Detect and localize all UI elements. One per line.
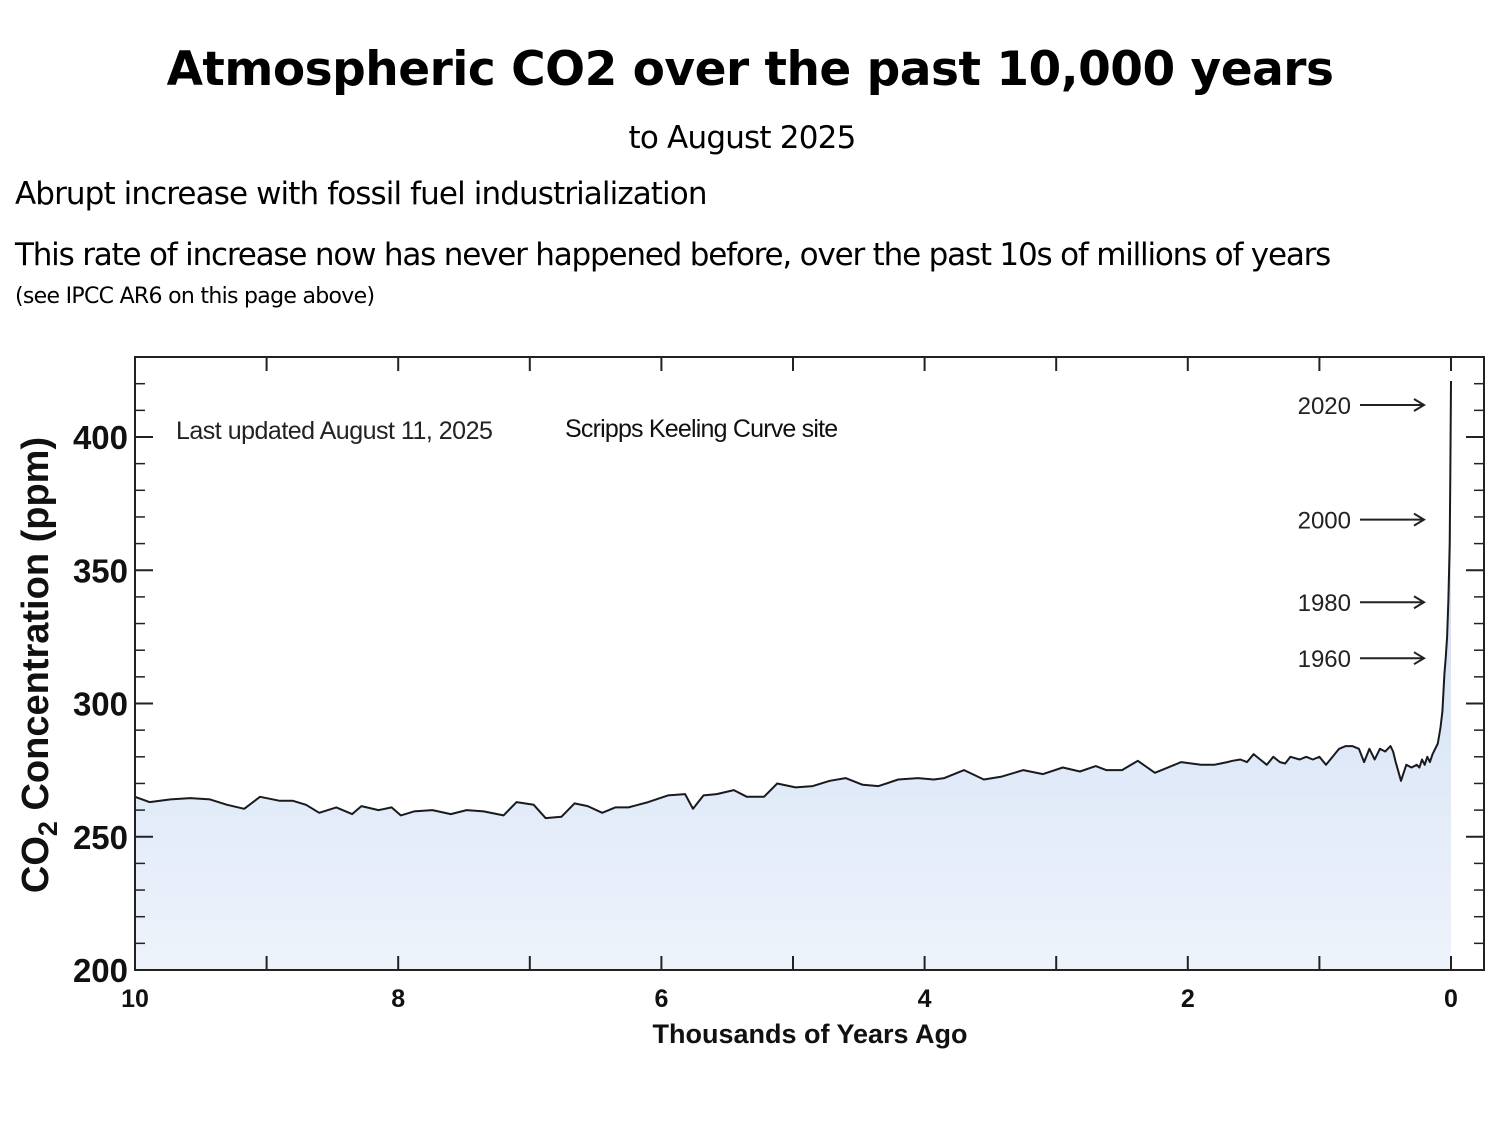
y-tick-label: 250 (73, 819, 128, 856)
year-marker-label: 2000 (1298, 508, 1351, 535)
x-tick-label: 6 (654, 985, 668, 1013)
arrow-right-icon (1413, 398, 1426, 412)
y-tick-label: 400 (73, 419, 128, 456)
last-updated-annotation: Last updated August 11, 2025 (176, 417, 492, 445)
y-tick-label: 200 (73, 952, 128, 989)
x-tick-label: 10 (121, 985, 149, 1013)
x-tick-label: 2 (1181, 985, 1195, 1013)
year-marker-2020: 2020 (1298, 393, 1426, 420)
note-abrupt-increase: Abrupt increase with fossil fuel industr… (15, 176, 707, 212)
x-tick-label: 0 (1444, 985, 1458, 1013)
page-title: Atmospheric CO2 over the past 10,000 yea… (166, 42, 1334, 97)
arrow-right-icon (1413, 595, 1426, 610)
note-ipcc-reference: (see IPCC AR6 on this page above) (15, 284, 375, 309)
year-markers: 2020 2000 1980 1960 (1298, 393, 1426, 673)
x-tick-label: 8 (391, 985, 405, 1013)
arrow-right-icon (1413, 512, 1426, 527)
y-axis-label: CO2 Concentration (ppm) (15, 437, 63, 893)
year-marker-label: 1960 (1298, 646, 1351, 673)
year-marker-1980: 1980 (1298, 590, 1426, 617)
year-marker-label: 2020 (1298, 393, 1351, 420)
page-subtitle: to August 2025 (628, 120, 856, 156)
co2-series-line (134, 380, 1452, 820)
plot-frame (134, 356, 1485, 971)
arrow-right-icon (1413, 651, 1426, 666)
axis-tick-labels: 10 8 6 4 2 0 200 250 300 350 400 (73, 419, 1458, 1013)
y-tick-label: 350 (73, 552, 128, 589)
x-tick-label: 4 (918, 985, 932, 1013)
y-axis-label-rest: Concentration (ppm) (15, 437, 57, 821)
x-axis-label: Thousands of Years Ago (652, 1019, 967, 1049)
note-rate-of-increase: This rate of increase now has never happ… (15, 237, 1331, 273)
year-marker-label: 1980 (1298, 590, 1351, 617)
y-axis-label-co: CO (15, 836, 57, 893)
y-tick-label: 300 (73, 686, 128, 723)
year-marker-2000: 2000 (1298, 508, 1426, 535)
y-axis-label-subscript: 2 (33, 821, 63, 836)
axis-ticks (134, 356, 1484, 971)
source-annotation: Scripps Keeling Curve site (565, 415, 837, 443)
year-marker-1960: 1960 (1298, 646, 1426, 673)
co2-area-fill (135, 381, 1451, 970)
